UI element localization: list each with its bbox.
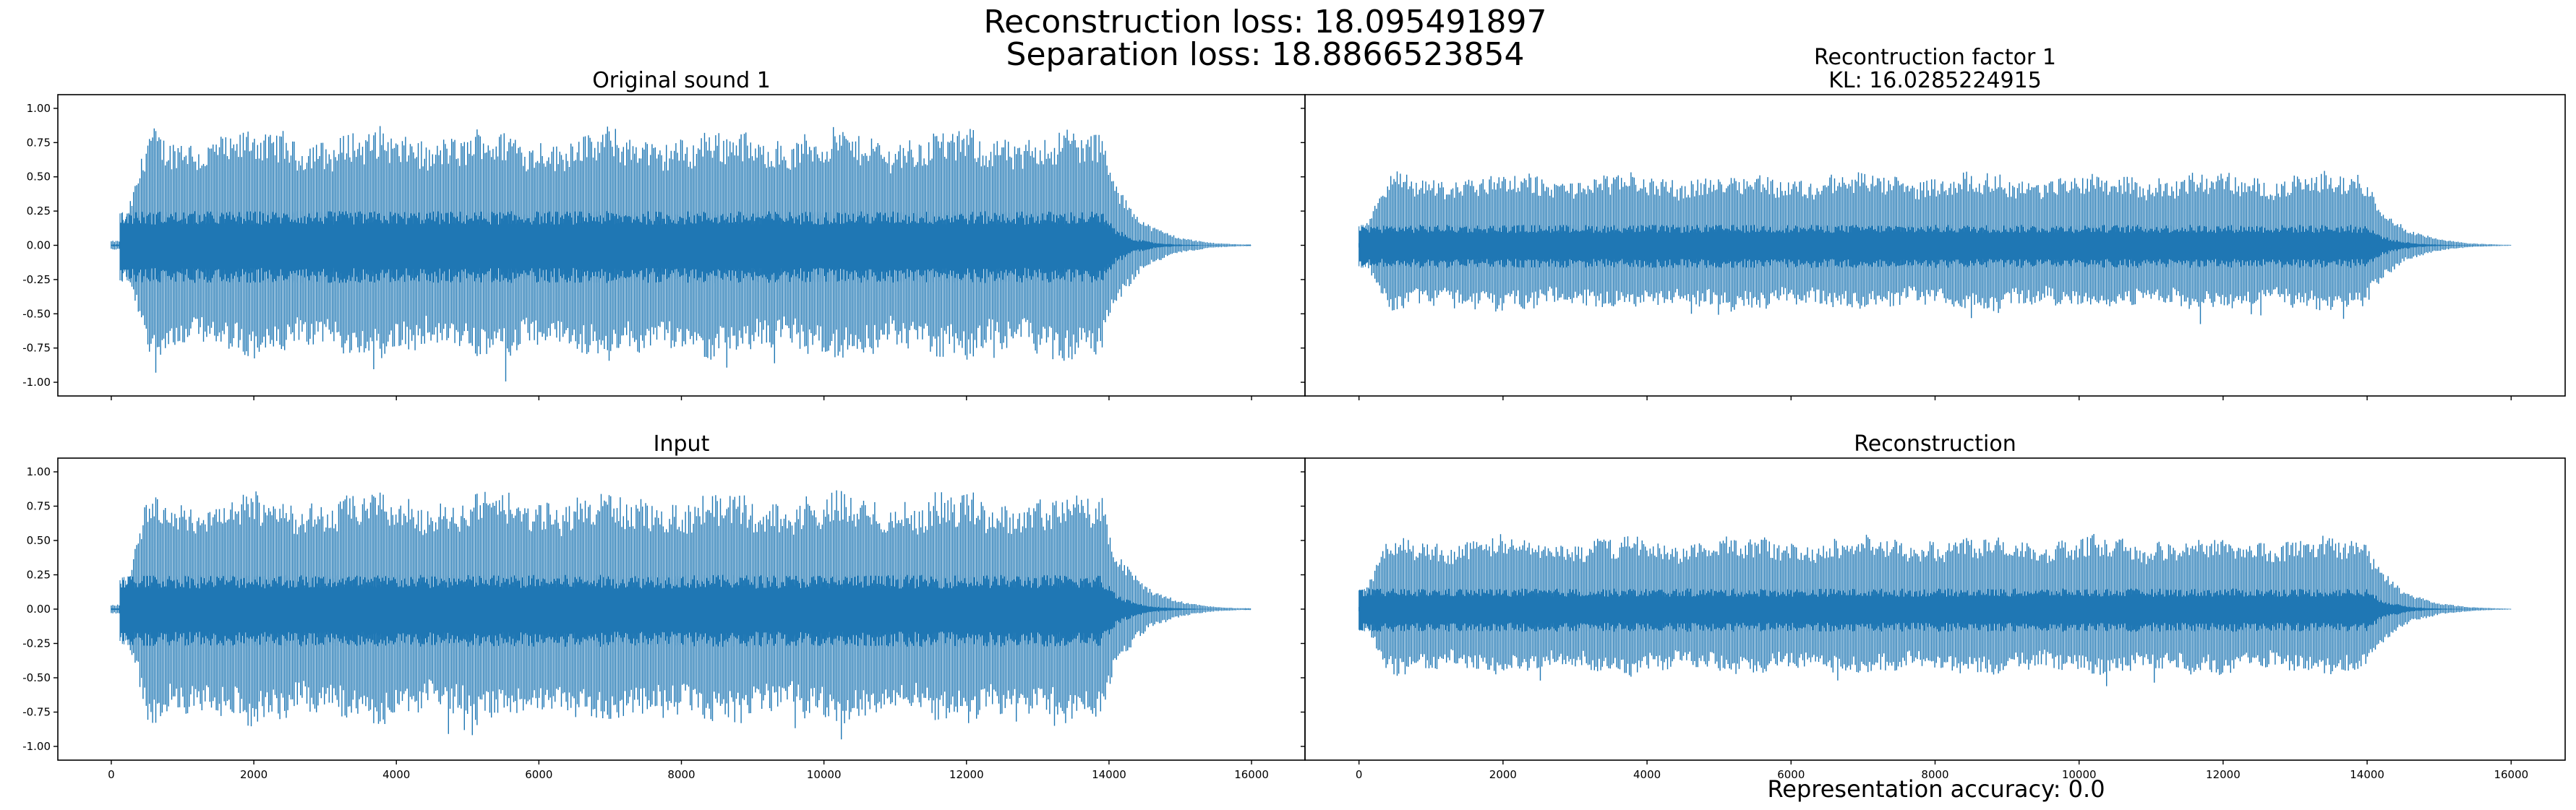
subplot-top-right: Recontruction factor 1KL: 16.0285224915 [1301,45,2566,400]
waveform-series [111,126,1251,382]
y-tick-label: 0.00 [27,239,51,252]
waveform-core [111,574,1251,647]
x-tick-label: 8000 [1921,768,1948,781]
waveform-series [1358,171,2512,324]
y-tick-label: 0.25 [27,204,51,217]
subplot-grid: Original sound 1 1.00 0.75 0.50 0.25 0.00 -0.2… [22,45,2566,781]
y-tick-label: 0.50 [27,534,51,547]
waveform-series [111,490,1251,740]
x-tick-label: 4000 [1633,768,1661,781]
subplot-title: Reconstruction [1854,431,2016,457]
y-tick-label: 0.00 [27,603,51,616]
representation-accuracy-label: Representation accuracy: 0.0 [1767,775,2105,803]
y-tick-label: 1.00 [27,465,51,478]
x-tick-label: 4000 [382,768,410,781]
y-tick-label: 1.00 [27,102,51,115]
y-tick-label: -1.00 [22,740,51,753]
x-tick-label: 2000 [1489,768,1517,781]
waveform-core [1358,225,2501,268]
suptitle-separation-loss: Separation loss: 18.8866523854 [1006,36,1525,73]
y-tick-label: -1.00 [22,376,51,389]
y-tick-label: 0.50 [27,171,51,184]
x-tick-label: 0 [1356,768,1363,781]
y-tick-label: -0.50 [22,671,51,684]
x-tick-label: 12000 [949,768,984,781]
x-tick-label: 16000 [1234,768,1269,781]
x-tick-label: 10000 [2062,768,2097,781]
subplot-title: Original sound 1 [592,68,771,93]
y-tick-label: 0.25 [27,569,51,582]
subplot-top-left: Original sound 1 1.00 0.75 0.50 0.25 0.00 -0.2… [22,68,1306,400]
x-tick-label: 6000 [525,768,552,781]
y-tick-label: -0.75 [22,342,51,355]
suptitle-reconstruction-loss: Reconstruction loss: 18.095491897 [983,4,1546,40]
y-tick-label: 0.75 [27,136,51,149]
waveform-series [1358,534,2512,686]
subplot-title: KL: 16.0285224915 [1828,68,2042,93]
x-tick-label: 8000 [667,768,695,781]
subplot-title: Recontruction factor 1 [1814,45,2056,70]
x-tick-label: 6000 [1777,768,1805,781]
y-tick-label: -0.75 [22,706,51,719]
x-tick-label: 2000 [240,768,268,781]
x-tick-label: 14000 [2350,768,2384,781]
x-tick-label: 0 [108,768,115,781]
subplot-bottom-right: Reconstruction 0 2000 4000 6000 8000 10000 1200… [1301,431,2566,781]
y-tick-label: 0.75 [27,500,51,513]
y-tick-label: -0.25 [22,637,51,650]
y-tick-label: -0.50 [22,307,51,320]
x-tick-label: 10000 [807,768,842,781]
x-tick-label: 14000 [1092,768,1126,781]
x-tick-label: 12000 [2206,768,2241,781]
subplot-bottom-left: Input 1.00 0.75 0.50 0.25 0.00 -0.25 -0.50 -0.75… [22,431,1306,781]
x-tick-label: 16000 [2494,768,2528,781]
subplot-title: Input [654,431,710,457]
waveform-core [1358,588,2507,632]
y-tick-label: -0.25 [22,273,51,286]
waveform-core [111,211,1251,283]
